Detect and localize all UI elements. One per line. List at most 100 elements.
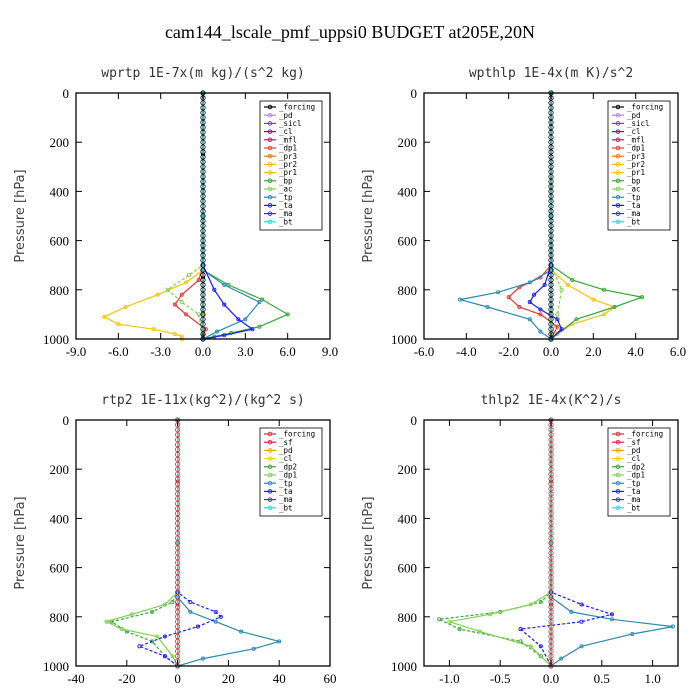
- zero-profile-marker: [200, 203, 206, 209]
- zero-profile-marker: [200, 124, 206, 131]
- y-tick-label: 400: [50, 511, 70, 526]
- zero-profile-marker: [200, 277, 206, 283]
- zero-profile-marker: [200, 105, 206, 111]
- x-tick-label: 0.0: [543, 671, 559, 686]
- x-tick-label: -4.0: [456, 344, 477, 359]
- zero-profile-marker: [548, 550, 554, 556]
- series-point-bp: [639, 295, 645, 300]
- series-point-dp1: [196, 277, 201, 283]
- y-tick-label: 400: [398, 511, 418, 526]
- zero-profile-marker: [175, 555, 181, 561]
- zero-profile-marker: [200, 292, 206, 298]
- series-line-dp1: [449, 420, 552, 667]
- legend-entry: _ta: [279, 201, 293, 210]
- y-tick-label: 800: [398, 610, 418, 625]
- zero-profile-marker: [200, 233, 206, 239]
- zero-profile-marker: [548, 589, 554, 595]
- legend-entry: _dp1: [279, 471, 297, 480]
- series-point-ta: [218, 614, 223, 619]
- legend-entry: _mfl: [279, 135, 297, 144]
- zero-profile-marker: [548, 491, 554, 497]
- series-point-dp1: [104, 619, 109, 624]
- zero-profile-marker: [200, 262, 206, 268]
- series-point-dp1: [555, 324, 560, 329]
- zero-profile-marker: [548, 272, 554, 278]
- x-tick-label: -1.0: [439, 671, 460, 686]
- y-tick-label: 200: [50, 135, 70, 150]
- series-point-pr1: [155, 292, 160, 297]
- zero-profile-marker: [200, 296, 206, 303]
- zero-profile-marker: [548, 525, 554, 531]
- legend-marker: [615, 497, 621, 502]
- zero-profile-marker: [200, 149, 206, 155]
- legend-entry: _ma: [279, 209, 293, 218]
- series-point-dp1: [119, 627, 124, 632]
- x-tick-label: -20: [118, 671, 135, 686]
- legend-marker: [267, 121, 273, 126]
- zero-profile-marker: [175, 432, 181, 438]
- zero-profile-marker: [548, 569, 554, 576]
- zero-profile-marker: [200, 174, 206, 180]
- zero-profile-marker: [175, 614, 181, 620]
- series-point-tp: [257, 300, 262, 305]
- series-point-bp: [612, 304, 617, 310]
- series-point-pr1: [172, 332, 177, 337]
- legend-entry: _bt: [627, 217, 641, 226]
- series-point-tp: [457, 297, 463, 302]
- y-tick-label: 800: [50, 283, 70, 298]
- legend-entry: _pd: [627, 111, 641, 120]
- legend-marker: [615, 219, 621, 225]
- legend-marker: [267, 480, 273, 486]
- y-tick-label: 0: [63, 86, 70, 101]
- zero-profile-marker: [175, 451, 181, 457]
- zero-profile-marker: [548, 228, 554, 234]
- zero-profile-marker: [548, 277, 554, 283]
- series-point-tp: [579, 644, 584, 649]
- series-line-ta: [202, 93, 254, 340]
- series-point-ta: [188, 599, 193, 605]
- legend-entry: _dp1: [279, 144, 297, 153]
- x-tick-label: -6.0: [108, 344, 129, 359]
- legend-marker: [267, 489, 273, 494]
- y-tick-label: 1000: [391, 659, 417, 674]
- zero-profile-marker: [175, 589, 181, 595]
- zero-profile-marker: [200, 228, 206, 234]
- zero-profile-marker: [548, 292, 554, 298]
- zero-profile-marker: [175, 481, 181, 487]
- zero-profile-marker: [548, 183, 554, 190]
- series-point-tp: [527, 317, 532, 322]
- legend-entry: _pr1: [279, 168, 297, 177]
- legend-entry: _dp1: [627, 471, 645, 480]
- legend-marker: [615, 480, 621, 486]
- zero-profile-marker: [548, 252, 554, 258]
- y-tick-label: 800: [50, 610, 70, 625]
- zero-profile-marker: [200, 326, 206, 332]
- zero-profile-marker: [548, 164, 554, 170]
- legend-entry: _bp: [627, 176, 641, 185]
- series-point-tp: [630, 631, 635, 637]
- zero-profile-marker: [548, 500, 554, 507]
- series-line-ta: [137, 420, 222, 667]
- series-point-tp: [609, 617, 615, 622]
- series-point-ta: [222, 333, 227, 338]
- zero-profile-marker: [175, 441, 181, 448]
- zero-profile-marker: [548, 481, 554, 487]
- series-point-ta: [555, 317, 560, 322]
- zero-profile-marker: [200, 183, 206, 190]
- legend-entry: _cl: [627, 127, 641, 136]
- legend-marker: [615, 464, 621, 470]
- panel-1: wprtp 1E-7x(m kg)/(s^2 kg) Pressure [hPa]…: [13, 66, 338, 359]
- zero-profile-marker: [548, 179, 554, 185]
- legend-marker: [267, 194, 273, 200]
- series-point-bt: [548, 540, 554, 546]
- zero-profile-marker: [548, 643, 554, 649]
- zero-profile-marker: [200, 164, 206, 170]
- series-point-tp: [670, 624, 675, 629]
- zero-profile-marker: [548, 169, 554, 175]
- series-point-ta: [527, 300, 532, 305]
- series-point-dp1: [129, 612, 134, 617]
- legend-entry: _forcing: [279, 103, 315, 112]
- legend-entry: _ta: [627, 201, 641, 210]
- series-point-tp: [277, 639, 282, 644]
